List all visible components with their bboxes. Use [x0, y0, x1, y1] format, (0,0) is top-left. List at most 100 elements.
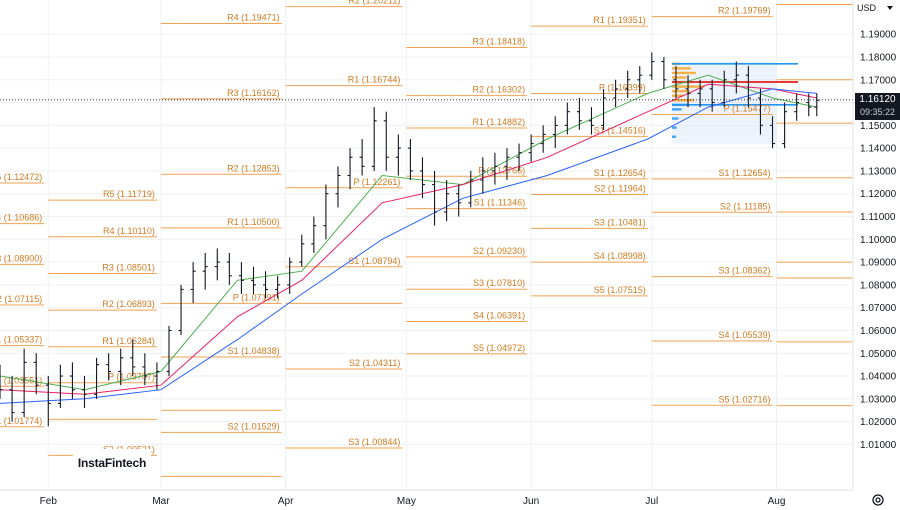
profile-bar — [671, 126, 677, 129]
pivot-label: S5 (1.02716) — [718, 394, 770, 404]
pivot-label: 2 (1.07115) — [0, 294, 42, 304]
price-tick-label: 1.08000 — [860, 280, 897, 291]
pivot-label: R2 (1.19769) — [718, 6, 771, 16]
chevron-down-icon — [887, 6, 893, 10]
time-axis[interactable] — [0, 490, 853, 510]
profile-bar — [671, 76, 687, 79]
bar-countdown: 09:35:22 — [859, 106, 896, 117]
pivot-label: S4 (1.05539) — [718, 330, 770, 340]
pivot-label: S2 (1.04311) — [349, 358, 400, 368]
pivot-label: R3 (1.18418) — [473, 36, 526, 46]
pivot-label: S1 (1.12654) — [594, 168, 646, 178]
pivot-label: S2 (1.11964) — [594, 184, 645, 194]
time-tick-label: Mar — [152, 496, 170, 507]
pivot-label: R3 (1.16162) — [227, 88, 280, 98]
pivot-label: 1 (1.05337) — [0, 335, 42, 345]
pivot-label: R4 (1.10110) — [103, 226, 155, 236]
pivot-label: R2 (1.06893) — [102, 299, 155, 309]
pivot-label: R2 (1.16302) — [473, 85, 526, 95]
last-price-value: 1.16120 — [859, 93, 896, 105]
moving-average-line — [0, 88, 817, 404]
pivot-label: 1 (1.01774) — [0, 416, 42, 426]
profile-bar — [671, 71, 696, 75]
last-price-badge: 1.16120 09:35:22 — [855, 92, 900, 120]
gear-icon[interactable] — [870, 492, 886, 508]
pivot-label: 5 (1.12472) — [0, 172, 42, 182]
pivot-label: S2 (1.11185) — [720, 201, 771, 211]
price-tick-label: 1.09000 — [860, 258, 897, 269]
profile-bar — [671, 135, 676, 138]
time-tick-label: Feb — [40, 496, 58, 507]
pivot-label: R3 (1.08501) — [102, 262, 155, 272]
price-tick-label: 1.01000 — [860, 440, 897, 451]
pivot-label: S1 (1.11346) — [474, 198, 525, 208]
pivot-label: P (1.03707) — [108, 372, 155, 382]
profile-bar — [671, 117, 679, 120]
currency-label: USD — [857, 3, 877, 13]
pivot-label: S3 (1.08362) — [718, 266, 770, 276]
price-tick-label: 1.11000 — [860, 212, 896, 223]
pivot-label: P (1.07191) — [233, 292, 280, 302]
pivot-label: R4 (1.19471) — [227, 12, 280, 22]
time-tick-label: May — [397, 496, 416, 507]
profile-bar — [671, 99, 695, 102]
time-tick-label: Jul — [645, 496, 658, 507]
time-tick-label: Aug — [768, 496, 786, 507]
pivot-label: S5 (1.04972) — [473, 343, 525, 353]
price-tick-label: 1.04000 — [860, 372, 897, 383]
time-tick-label: Apr — [278, 496, 294, 507]
pivot-label: S2 (1.09230) — [473, 246, 525, 256]
price-tick-label: 1.13000 — [860, 166, 897, 177]
pivot-label: P (1.15477) — [724, 103, 771, 113]
pivot-label: R1 (1.16744) — [348, 75, 401, 85]
pivot-label: P (1.12766) — [478, 165, 525, 175]
profile-bar — [671, 94, 684, 97]
profile-bar — [671, 89, 690, 93]
pivot-label: R2 (1.20211) — [348, 0, 400, 6]
price-axis-labels: 1.190001.180001.170001.160001.150001.140… — [860, 30, 897, 451]
pivot-label: (1.03551) — [4, 375, 43, 385]
price-tick-label: 1.03000 — [860, 394, 897, 405]
pivot-label: S1 (1.12654) — [718, 168, 770, 178]
pivot-label: S4 (1.06391) — [473, 311, 525, 321]
price-tick-label: 1.10000 — [860, 235, 897, 246]
price-tick-label: 1.06000 — [860, 326, 897, 337]
price-tick-label: 1.18000 — [860, 52, 897, 63]
price-tick-label: 1.05000 — [860, 349, 897, 360]
price-tick-label: 1.07000 — [860, 303, 897, 314]
pivot-label: S3 (1.00844) — [348, 437, 400, 447]
pivot-label: R1 (1.14882) — [473, 117, 526, 127]
pivot-label: S3 (1.10481) — [594, 217, 646, 227]
candlesticks — [0, 52, 820, 427]
price-tick-label: 1.14000 — [860, 144, 897, 155]
pivot-label: R2 (1.12853) — [227, 163, 280, 173]
pivot-label: S1 (1.08794) — [348, 256, 400, 266]
pivot-label: S1 (1.14516) — [594, 125, 646, 135]
time-tick-label: Jun — [523, 496, 539, 507]
currency-dropdown[interactable]: USD — [857, 3, 895, 18]
time-axis-labels: Feb Mar Apr May Jun Jul Aug — [40, 496, 786, 507]
pivot-label: R1 (1.10500) — [227, 217, 280, 227]
pivot-label: S3 (1.07810) — [473, 278, 525, 288]
price-tick-label: 1.15000 — [860, 121, 897, 132]
pivot-label: R5 (1.11719) — [103, 189, 155, 199]
pivot-label: S2 (1.01529) — [228, 421, 280, 431]
pivot-label: 4 (1.10686) — [0, 213, 42, 223]
pivot-label: R1 (1.05284) — [102, 336, 155, 346]
pivot-label: S1 (1.04838) — [228, 346, 280, 356]
pivot-label: 3 (1.08900) — [0, 253, 42, 263]
price-tick-label: 1.17000 — [860, 75, 897, 86]
pivot-label: P (1.16399) — [599, 82, 646, 92]
watermark-logo: InstaFintech — [73, 449, 151, 477]
profile-bar — [671, 108, 682, 111]
price-tick-label: 1.02000 — [860, 417, 897, 428]
price-tick-label: 1.12000 — [860, 189, 897, 200]
price-axis[interactable] — [853, 0, 900, 490]
pivot-label: S4 (1.08998) — [594, 251, 646, 261]
grid — [0, 0, 853, 490]
pivot-label: S5 (1.07515) — [594, 285, 646, 295]
price-tick-label: 1.19000 — [860, 30, 897, 41]
profile-bar — [671, 67, 692, 70]
pivot-label: R1 (1.19351) — [593, 15, 646, 25]
